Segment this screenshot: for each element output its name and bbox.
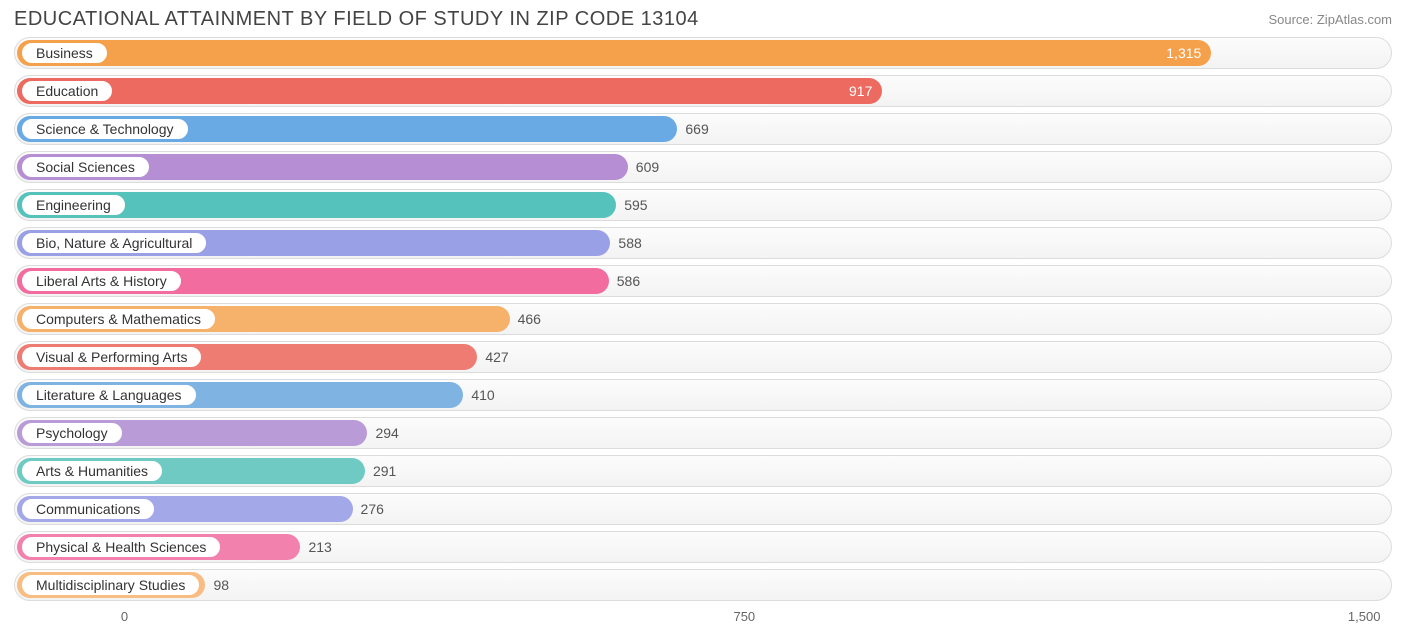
bar-row: Physical & Health Sciences 213	[14, 531, 1392, 563]
bar-category-pill: Literature & Languages	[21, 384, 197, 406]
bar-category-pill: Engineering	[21, 194, 126, 216]
bar-row: Literature & Languages 410	[14, 379, 1392, 411]
bar-category-pill: Arts & Humanities	[21, 460, 163, 482]
bar-row: Multidisciplinary Studies 98	[14, 569, 1392, 601]
bar-fill	[17, 78, 882, 104]
bar-value-label: 586	[617, 273, 640, 289]
bar-row: Social Sciences 609	[14, 151, 1392, 183]
bar-category-pill: Education	[21, 80, 113, 102]
bar-value-label: 609	[636, 159, 659, 175]
bar-category-pill: Communications	[21, 498, 155, 520]
x-axis-tick-label: 1,500	[1348, 609, 1381, 624]
bar-category-pill: Social Sciences	[21, 156, 150, 178]
bar-row: Engineering 595	[14, 189, 1392, 221]
bar-value-label: 294	[375, 425, 398, 441]
bar-row: Computers & Mathematics 466	[14, 303, 1392, 335]
bar-value-label: 669	[685, 121, 708, 137]
chart-source: Source: ZipAtlas.com	[1268, 8, 1392, 27]
x-axis: 0 750 1,500	[14, 607, 1392, 629]
bar-row: Psychology 294	[14, 417, 1392, 449]
chart-title: EDUCATIONAL ATTAINMENT BY FIELD OF STUDY…	[14, 8, 699, 31]
bar-category-pill: Visual & Performing Arts	[21, 346, 202, 368]
x-axis-tick-label: 750	[733, 609, 755, 624]
bar-row: Liberal Arts & History 586	[14, 265, 1392, 297]
bar-category-pill: Physical & Health Sciences	[21, 536, 221, 558]
bar-category-pill: Computers & Mathematics	[21, 308, 216, 330]
bar-row: Business 1,315	[14, 37, 1392, 69]
bar-category-pill: Bio, Nature & Agricultural	[21, 232, 207, 254]
bar-fill	[17, 40, 1211, 66]
bar-value-label: 917	[849, 83, 872, 99]
bar-row: Visual & Performing Arts 427	[14, 341, 1392, 373]
bar-row: Communications 276	[14, 493, 1392, 525]
bar-value-label: 466	[518, 311, 541, 327]
x-axis-tick-label: 0	[121, 609, 128, 624]
bar-value-label: 588	[618, 235, 641, 251]
bar-value-label: 98	[213, 577, 229, 593]
bar-value-label: 276	[361, 501, 384, 517]
bar-category-pill: Business	[21, 42, 108, 64]
bar-value-label: 595	[624, 197, 647, 213]
chart-area: Business 1,315 Education 917 Science & Techn…	[0, 35, 1406, 601]
bar-value-label: 427	[485, 349, 508, 365]
chart-header: EDUCATIONAL ATTAINMENT BY FIELD OF STUDY…	[0, 0, 1406, 35]
bar-row: Science & Technology 669	[14, 113, 1392, 145]
bar-row: Bio, Nature & Agricultural 588	[14, 227, 1392, 259]
bar-value-label: 1,315	[1166, 45, 1201, 61]
bar-row: Education 917	[14, 75, 1392, 107]
bar-category-pill: Liberal Arts & History	[21, 270, 182, 292]
bar-value-label: 291	[373, 463, 396, 479]
bar-category-pill: Psychology	[21, 422, 123, 444]
bar-category-pill: Science & Technology	[21, 118, 189, 140]
bar-row: Arts & Humanities 291	[14, 455, 1392, 487]
bar-category-pill: Multidisciplinary Studies	[21, 574, 200, 596]
bar-value-label: 213	[308, 539, 331, 555]
bar-value-label: 410	[471, 387, 494, 403]
